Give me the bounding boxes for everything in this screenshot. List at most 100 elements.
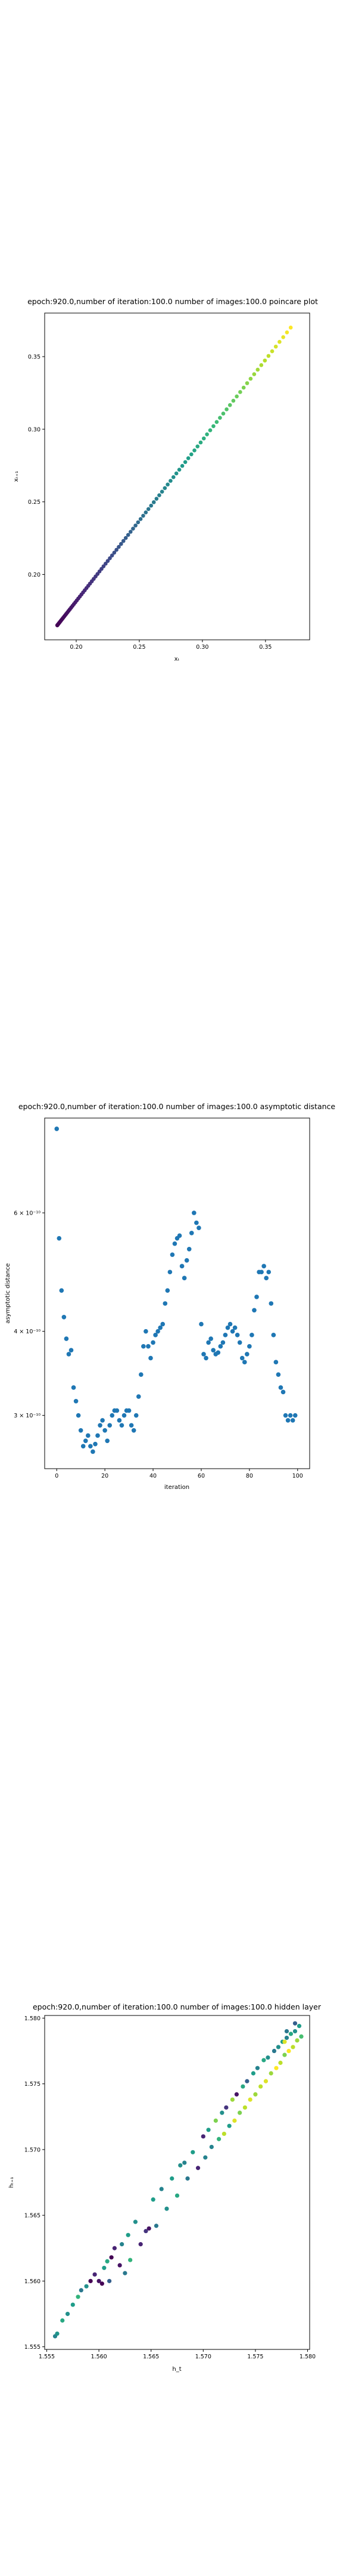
ticks-group: 0 20 40 60 80 100 3 × 10⁻¹⁰ 4 × 10⁻¹⁰ 6 × 10⁻¹⁰ bbox=[14, 1210, 303, 1479]
data-point bbox=[138, 517, 143, 521]
data-point bbox=[66, 1352, 71, 1357]
data-point bbox=[76, 2295, 80, 2299]
data-point bbox=[64, 1336, 69, 1341]
data-point bbox=[149, 503, 154, 508]
data-point bbox=[227, 402, 232, 407]
data-point bbox=[278, 1385, 283, 1390]
data-point bbox=[121, 538, 126, 543]
y-tick-label: 0.25 bbox=[28, 499, 40, 506]
data-point bbox=[169, 479, 173, 483]
data-point bbox=[251, 2071, 255, 2076]
data-point bbox=[211, 1348, 216, 1353]
data-point bbox=[245, 2079, 250, 2083]
chart-title: epoch:920.0,number of iteration:100.0 nu… bbox=[27, 297, 318, 306]
data-point bbox=[186, 456, 191, 460]
data-point bbox=[167, 1270, 173, 1275]
data-point bbox=[280, 1389, 286, 1395]
data-point bbox=[91, 1449, 95, 1454]
data-point bbox=[154, 497, 159, 501]
data-point bbox=[92, 2272, 97, 2277]
data-point bbox=[96, 2278, 101, 2283]
data-point bbox=[59, 1288, 64, 1293]
data-point bbox=[61, 1314, 67, 1320]
y-tick-label: 4 × 10⁻¹⁰ bbox=[14, 1329, 40, 1335]
data-point bbox=[203, 2155, 208, 2160]
x-tick-label: 0 bbox=[55, 1473, 58, 1479]
data-point bbox=[129, 1423, 134, 1428]
data-point bbox=[68, 1348, 74, 1353]
data-point bbox=[146, 507, 151, 511]
data-point bbox=[180, 464, 185, 468]
data-point bbox=[195, 444, 200, 448]
data-point bbox=[163, 486, 167, 490]
y-tick-label: 0.20 bbox=[28, 572, 40, 578]
data-point bbox=[284, 2035, 289, 2041]
data-point bbox=[259, 1270, 264, 1275]
data-point bbox=[174, 471, 179, 476]
data-point bbox=[281, 335, 285, 339]
data-point bbox=[117, 1418, 122, 1423]
data-point bbox=[78, 1428, 83, 1433]
data-point bbox=[252, 372, 257, 376]
data-point bbox=[266, 354, 271, 358]
x-axis-label: iteration bbox=[164, 1484, 189, 1491]
data-point bbox=[238, 390, 242, 394]
data-point bbox=[272, 2048, 277, 2054]
y-tick-label: 1.580 bbox=[24, 2015, 40, 2022]
data-point bbox=[102, 1428, 107, 1433]
data-point bbox=[154, 2224, 159, 2228]
data-point bbox=[70, 2302, 75, 2307]
data-point bbox=[198, 440, 203, 445]
ticks-group: 0.20 0.25 0.30 0.35 0.20 0.25 0.30 0.35 bbox=[28, 354, 272, 651]
data-point bbox=[182, 1275, 187, 1281]
data-point bbox=[105, 1438, 110, 1444]
data-point bbox=[155, 1329, 160, 1334]
data-point bbox=[100, 1418, 105, 1423]
data-point bbox=[133, 523, 138, 528]
data-point bbox=[119, 1423, 124, 1428]
data-point bbox=[93, 1441, 98, 1447]
data-point bbox=[160, 490, 164, 494]
y-axis-label: asymptotic distance bbox=[5, 1263, 11, 1323]
data-point bbox=[139, 1372, 144, 1377]
data-point bbox=[259, 363, 264, 367]
x-tick-label: 60 bbox=[198, 1473, 205, 1479]
data-point bbox=[110, 553, 114, 558]
data-point bbox=[144, 1329, 148, 1334]
data-point bbox=[225, 1325, 230, 1330]
data-point bbox=[192, 1210, 197, 1215]
x-tick-label: 1.575 bbox=[247, 2354, 263, 2360]
points-group bbox=[54, 1126, 298, 1454]
data-point bbox=[76, 1413, 81, 1418]
data-point bbox=[266, 1270, 272, 1275]
data-point bbox=[288, 1413, 293, 1418]
data-point bbox=[123, 2271, 127, 2275]
ticks-group: 1.555 1.560 1.565 1.570 1.575 1.580 1.555 1.560… bbox=[24, 2015, 316, 2360]
y-tick-label: 0.35 bbox=[28, 354, 40, 361]
data-point bbox=[179, 1264, 185, 1269]
data-point bbox=[117, 2263, 122, 2268]
data-point bbox=[141, 1344, 146, 1349]
data-point bbox=[117, 544, 121, 549]
data-point bbox=[282, 2052, 287, 2057]
data-point bbox=[101, 564, 106, 568]
data-point bbox=[220, 1340, 226, 1345]
data-point bbox=[235, 1333, 240, 1337]
data-point bbox=[218, 1344, 223, 1349]
data-point bbox=[206, 1340, 211, 1345]
data-point bbox=[86, 1433, 91, 1438]
data-point bbox=[291, 2045, 295, 2049]
y-tick-label: 1.575 bbox=[24, 2081, 40, 2088]
data-point bbox=[255, 367, 260, 372]
data-point bbox=[255, 2066, 260, 2070]
data-point bbox=[131, 527, 135, 531]
data-point bbox=[238, 2110, 242, 2115]
x-tick-label: 1.565 bbox=[143, 2354, 159, 2360]
data-point bbox=[112, 550, 117, 555]
data-point bbox=[277, 340, 282, 344]
data-point bbox=[261, 2058, 266, 2063]
data-point bbox=[119, 541, 123, 546]
data-point bbox=[232, 2118, 237, 2123]
data-point bbox=[223, 1333, 228, 1337]
data-point bbox=[201, 436, 206, 441]
